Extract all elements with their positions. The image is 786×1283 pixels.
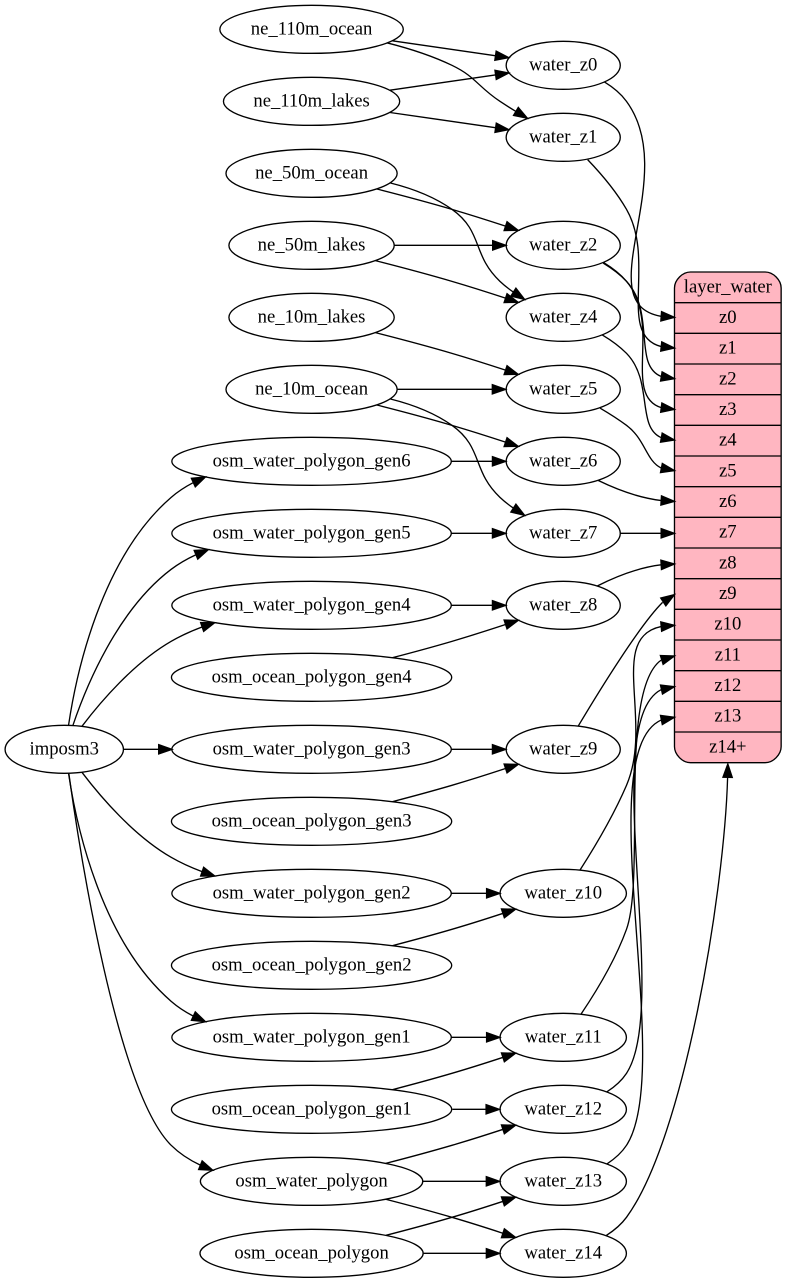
svg-text:ne_10m_ocean: ne_10m_ocean — [255, 378, 369, 399]
svg-text:osm_water_polygon_gen3: osm_water_polygon_gen3 — [213, 738, 411, 759]
svg-text:ne_50m_ocean: ne_50m_ocean — [255, 162, 369, 183]
svg-text:water_z0: water_z0 — [529, 54, 597, 75]
svg-text:osm_ocean_polygon: osm_ocean_polygon — [234, 1242, 389, 1263]
svg-text:z11: z11 — [715, 644, 741, 665]
svg-text:water_z10: water_z10 — [524, 882, 602, 903]
svg-text:z12: z12 — [714, 675, 741, 696]
svg-text:osm_ocean_polygon_gen1: osm_ocean_polygon_gen1 — [212, 1098, 412, 1119]
svg-text:osm_water_polygon: osm_water_polygon — [235, 1170, 388, 1191]
svg-text:water_z6: water_z6 — [529, 450, 597, 471]
svg-text:water_z9: water_z9 — [529, 738, 597, 759]
svg-text:z14+: z14+ — [709, 736, 746, 757]
svg-text:osm_water_polygon_gen5: osm_water_polygon_gen5 — [213, 522, 411, 543]
svg-text:water_z1: water_z1 — [529, 126, 597, 147]
svg-text:z1: z1 — [719, 338, 737, 359]
svg-text:water_z4: water_z4 — [529, 306, 598, 327]
svg-text:ne_110m_lakes: ne_110m_lakes — [253, 90, 369, 111]
svg-text:osm_water_polygon_gen6: osm_water_polygon_gen6 — [213, 450, 411, 471]
svg-text:osm_water_polygon_gen1: osm_water_polygon_gen1 — [213, 1026, 411, 1047]
svg-text:z7: z7 — [719, 522, 737, 543]
svg-text:water_z11: water_z11 — [525, 1026, 602, 1047]
svg-text:water_z12: water_z12 — [524, 1098, 602, 1119]
svg-text:water_z14: water_z14 — [524, 1242, 602, 1263]
svg-text:water_z8: water_z8 — [529, 594, 597, 615]
svg-text:osm_ocean_polygon_gen4: osm_ocean_polygon_gen4 — [212, 666, 413, 687]
svg-text:z9: z9 — [719, 583, 737, 604]
svg-text:osm_ocean_polygon_gen3: osm_ocean_polygon_gen3 — [212, 810, 412, 831]
svg-text:osm_ocean_polygon_gen2: osm_ocean_polygon_gen2 — [212, 954, 412, 975]
svg-text:z5: z5 — [719, 460, 737, 481]
svg-text:z6: z6 — [719, 491, 737, 512]
svg-text:water_z2: water_z2 — [529, 234, 597, 255]
svg-text:water_z13: water_z13 — [524, 1170, 602, 1191]
svg-text:layer_water: layer_water — [684, 276, 773, 297]
svg-text:z10: z10 — [714, 614, 741, 635]
svg-text:ne_110m_ocean: ne_110m_ocean — [251, 18, 373, 39]
svg-text:z13: z13 — [714, 706, 741, 727]
svg-text:z0: z0 — [719, 307, 737, 328]
svg-text:z8: z8 — [719, 552, 737, 573]
svg-text:z4: z4 — [719, 430, 737, 451]
svg-text:water_z5: water_z5 — [529, 378, 597, 399]
svg-text:osm_water_polygon_gen4: osm_water_polygon_gen4 — [213, 594, 412, 615]
svg-text:ne_50m_lakes: ne_50m_lakes — [258, 234, 366, 255]
svg-text:z3: z3 — [719, 399, 737, 420]
svg-text:water_z7: water_z7 — [529, 522, 597, 543]
svg-text:ne_10m_lakes: ne_10m_lakes — [258, 306, 366, 327]
svg-text:z2: z2 — [719, 368, 737, 389]
svg-text:imposm3: imposm3 — [30, 738, 99, 759]
svg-text:osm_water_polygon_gen2: osm_water_polygon_gen2 — [213, 882, 411, 903]
